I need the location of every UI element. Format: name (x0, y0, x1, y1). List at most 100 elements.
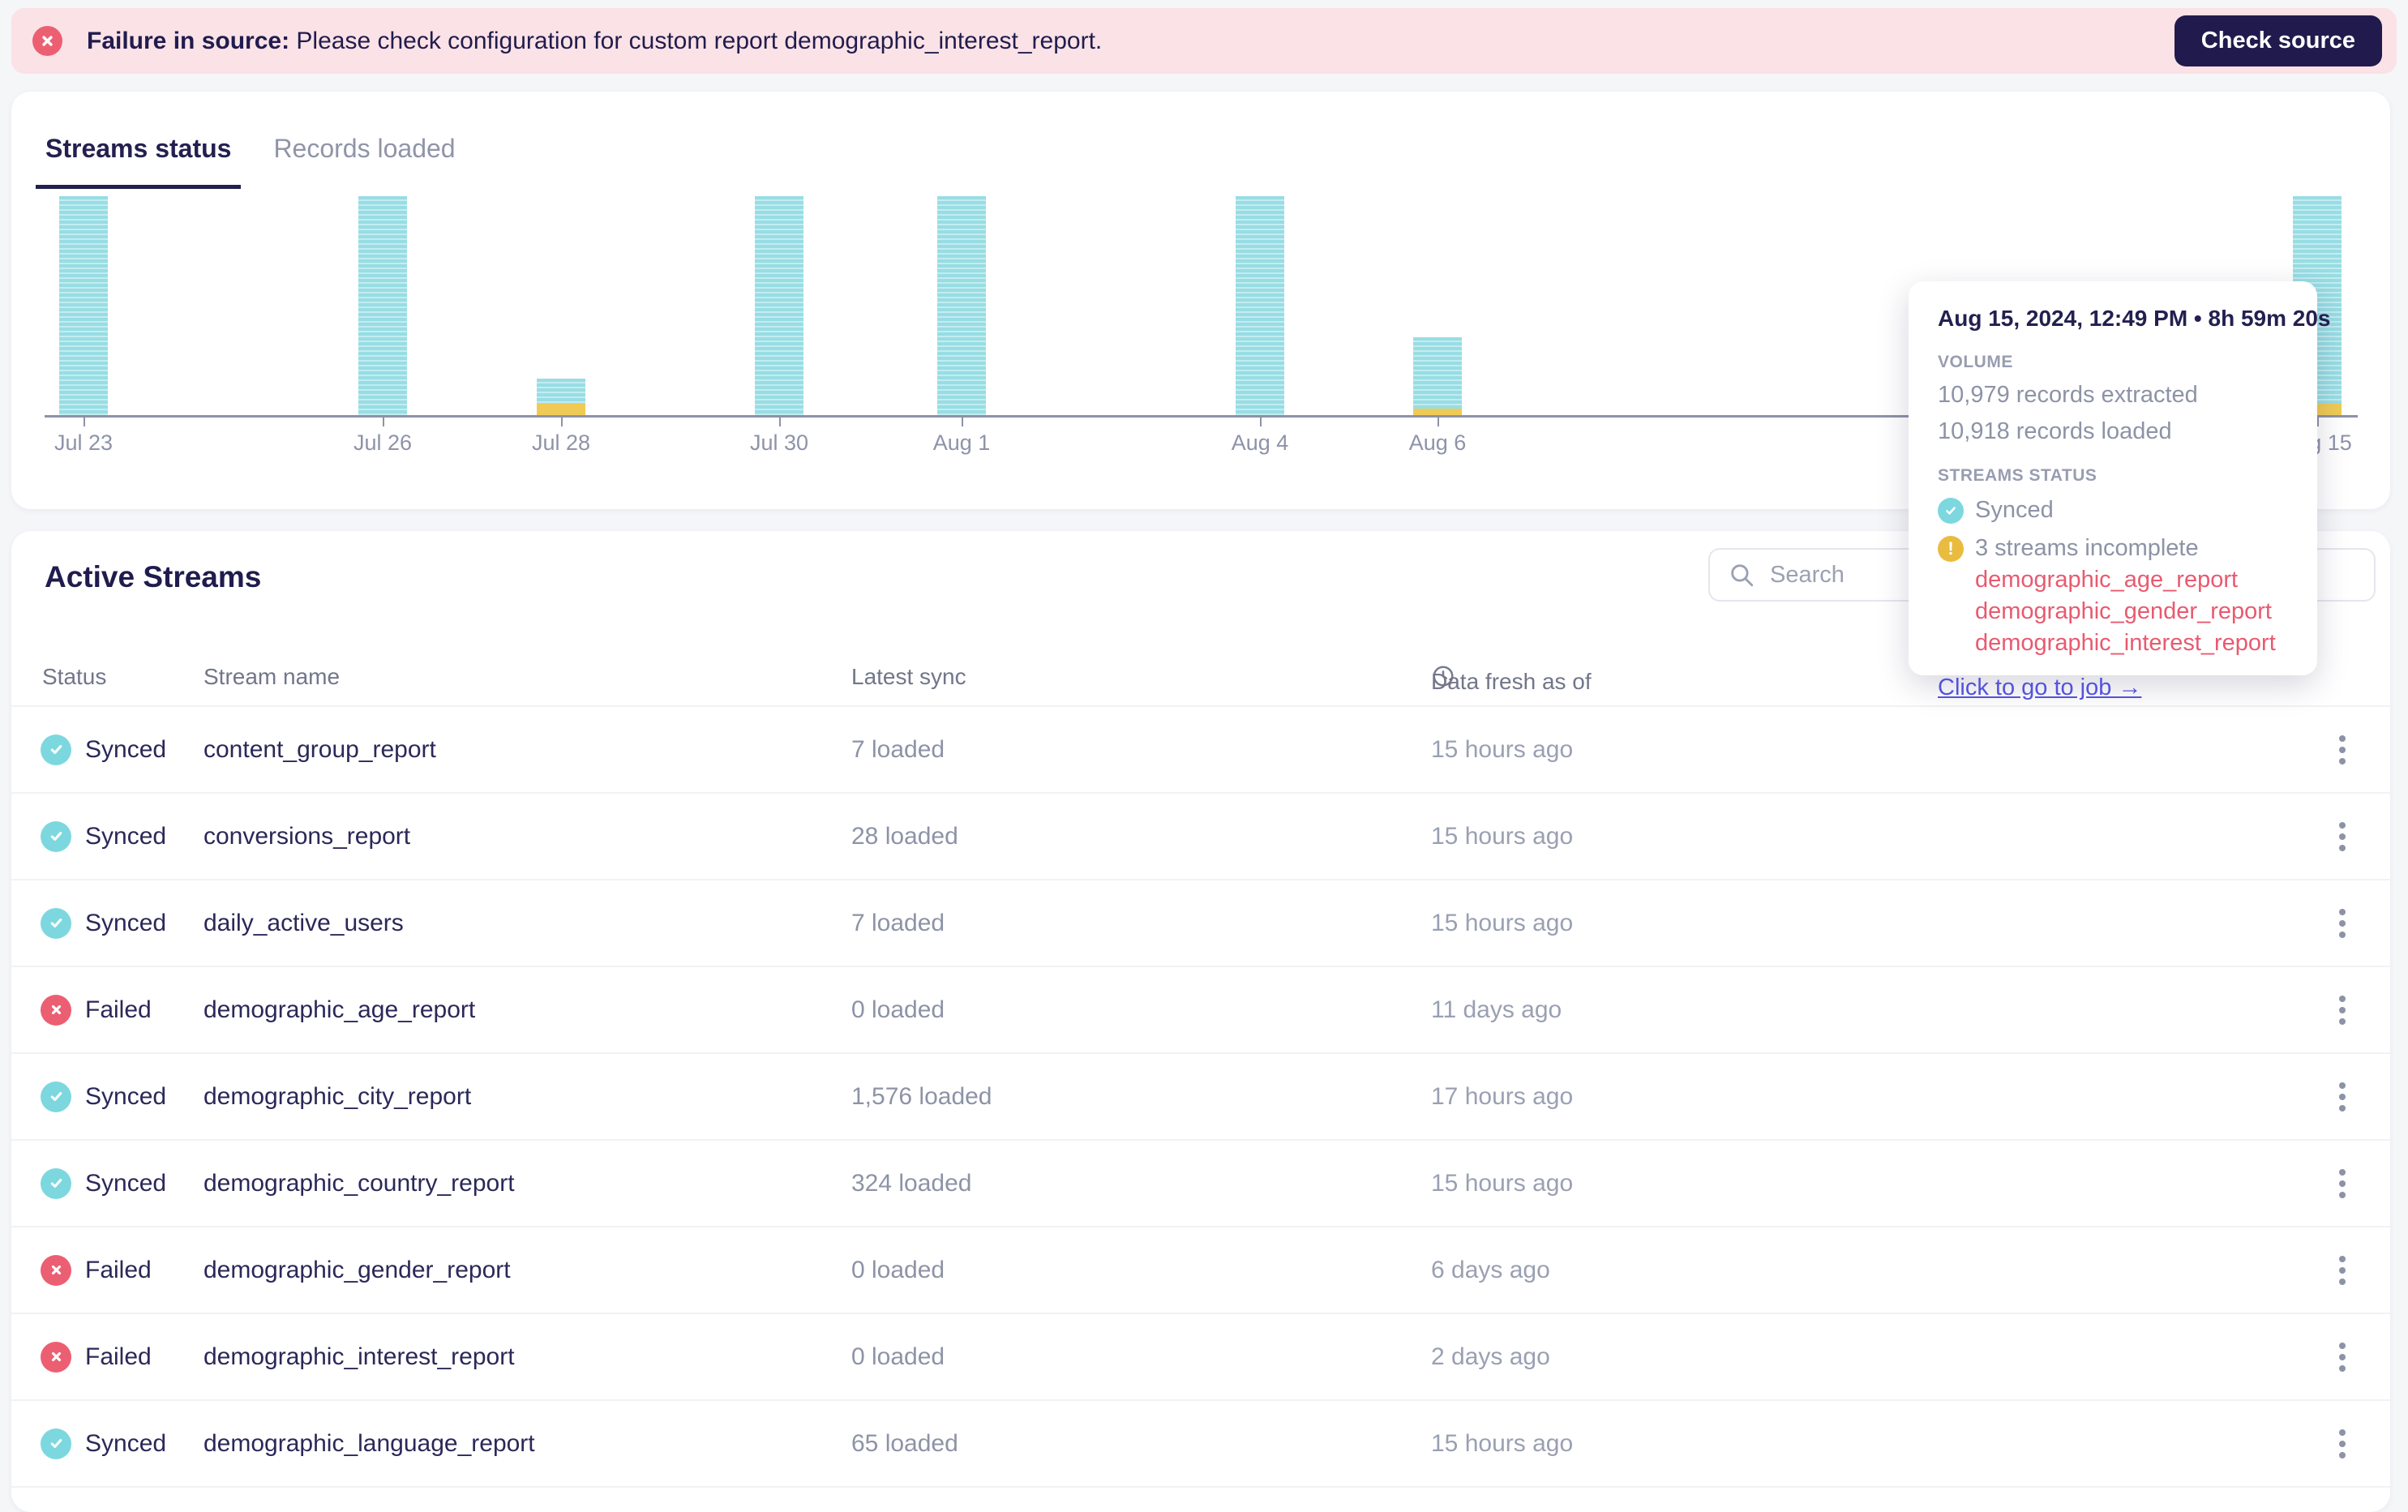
stream-name: demographic_age_report (204, 996, 476, 1023)
bar-segment-incomplete (1413, 409, 1462, 415)
chart-bar-jul-30[interactable] (755, 196, 803, 415)
tab-streams-status[interactable]: Streams status (36, 134, 242, 189)
synced-check-icon (41, 820, 71, 852)
table-row-content_group_report[interactable]: Synced content_group_report 7 loaded 15 hou… (11, 707, 2390, 794)
latest-sync: 1,576 loaded (851, 1082, 992, 1110)
status-label: Synced (85, 1169, 167, 1197)
table-row-daily_active_users[interactable]: Synced daily_active_users 7 loaded 15 hours… (11, 880, 2390, 967)
synced-check-icon (41, 734, 71, 765)
axis-tick (1260, 418, 1262, 426)
bar-segment-synced (537, 379, 585, 404)
status-label: Synced (85, 822, 167, 850)
synced-check-icon (41, 1081, 71, 1112)
chart-bar-aug-6[interactable] (1413, 337, 1462, 415)
tooltip-incomplete-links: demographic_age_report demographic_gender… (1938, 567, 2303, 657)
latest-sync: 0 loaded (851, 996, 945, 1023)
go-to-job-link[interactable]: Click to go to job → (1938, 675, 2142, 700)
synced-check-icon (41, 907, 71, 939)
data-fresh-as-of: 6 days ago (1431, 1256, 1550, 1283)
bar-segment-synced (1413, 337, 1462, 409)
axis-tick (2317, 418, 2319, 426)
incomplete-stream-link[interactable]: demographic_age_report (1975, 567, 2239, 593)
status-label: Synced (85, 909, 167, 936)
error-banner: Failure in source: Please check configur… (11, 8, 2397, 74)
chart-bar-jul-28[interactable] (537, 379, 585, 415)
chart-x-axis (45, 415, 2358, 418)
synced-check-icon (41, 1428, 71, 1459)
chart-bar-jul-26[interactable] (358, 196, 407, 415)
table-row-demographic_age_report[interactable]: Failed demographic_age_report 0 loaded 11 d… (11, 967, 2390, 1054)
chart-tabs: Streams status Records loaded (36, 134, 465, 189)
table-row-demographic_language_report[interactable]: Synced demographic_language_report 65 load… (11, 1401, 2390, 1488)
latest-sync: 65 loaded (851, 1429, 958, 1457)
bar-segment-synced (1236, 196, 1284, 415)
row-menu-kebab-icon[interactable] (2327, 904, 2358, 943)
latest-sync: 7 loaded (851, 735, 945, 763)
chart-bar-jul-23[interactable] (59, 196, 108, 415)
stream-name: demographic_city_report (204, 1082, 472, 1110)
tooltip-incomplete-row: ! 3 streams incomplete (1938, 535, 2303, 562)
data-fresh-as-of: 15 hours ago (1431, 735, 1574, 763)
failed-x-icon (41, 994, 71, 1026)
row-menu-kebab-icon[interactable] (2327, 817, 2358, 856)
incomplete-stream-link[interactable]: demographic_gender_report (1975, 598, 2272, 624)
tooltip-volume-label: VOLUME (1938, 353, 2013, 371)
stream-name: demographic_country_report (204, 1169, 515, 1197)
row-menu-kebab-icon[interactable] (2327, 1424, 2358, 1463)
axis-tick-label: Aug 4 (1231, 430, 1289, 455)
latest-sync: 28 loaded (851, 822, 958, 850)
data-fresh-as-of: 2 days ago (1431, 1343, 1550, 1370)
clock-icon (1433, 666, 1454, 687)
row-menu-kebab-icon[interactable] (2327, 991, 2358, 1030)
table-row-demographic_city_report[interactable]: Synced demographic_city_report 1,576 loade… (11, 1054, 2390, 1141)
row-menu-kebab-icon[interactable] (2327, 1251, 2358, 1290)
tooltip-records-loaded: 10,918 records loaded (1938, 418, 2172, 444)
failed-x-icon (41, 1341, 71, 1373)
data-fresh-as-of: 11 days ago (1431, 996, 1562, 1023)
check-source-button[interactable]: Check source (2174, 15, 2382, 66)
axis-tick (383, 418, 384, 426)
row-menu-kebab-icon[interactable] (2327, 1164, 2358, 1203)
bar-segment-incomplete (537, 404, 585, 415)
column-header-latest-sync: Latest sync (851, 664, 966, 689)
status-label: Synced (85, 735, 167, 763)
table-row-demographic_gender_report[interactable]: Failed demographic_gender_report 0 loaded 6… (11, 1227, 2390, 1314)
warning-icon: ! (1938, 535, 1964, 562)
search-icon (1731, 564, 1754, 587)
table-row-conversions_report[interactable]: Synced conversions_report 28 loaded 15 hour… (11, 794, 2390, 880)
bar-segment-synced (755, 196, 803, 415)
axis-tick-label: Jul 26 (353, 430, 413, 455)
stream-name: conversions_report (204, 822, 411, 850)
chart-bar-aug-4[interactable] (1236, 196, 1284, 415)
table-header: Status Stream name Latest sync Data fres… (11, 659, 2390, 707)
table-row-demographic_interest_report[interactable]: Failed demographic_interest_report 0 loade… (11, 1314, 2390, 1401)
incomplete-stream-link[interactable]: demographic_interest_report (1975, 630, 2276, 656)
table-row-demographic_country_report[interactable]: Synced demographic_country_report 324 load… (11, 1141, 2390, 1227)
tooltip-synced-row: Synced (1938, 497, 2303, 524)
data-fresh-as-of: 15 hours ago (1431, 822, 1574, 850)
active-streams-title: Active Streams (45, 560, 262, 593)
streams-table: Synced content_group_report 7 loaded 15 hou… (11, 707, 2390, 1488)
row-menu-kebab-icon[interactable] (2327, 1077, 2358, 1116)
axis-tick (779, 418, 781, 426)
latest-sync: 7 loaded (851, 909, 945, 936)
row-menu-kebab-icon[interactable] (2327, 1338, 2358, 1377)
stream-name: demographic_interest_report (204, 1343, 515, 1370)
active-streams-card: Active Streams Status Stream name Latest… (11, 531, 2390, 1512)
data-fresh-as-of: 15 hours ago (1431, 909, 1574, 936)
axis-tick-label: Jul 23 (54, 430, 114, 455)
latest-sync: 324 loaded (851, 1169, 972, 1197)
row-menu-kebab-icon[interactable] (2327, 730, 2358, 769)
axis-tick (962, 418, 963, 426)
status-label: Synced (85, 1082, 167, 1110)
column-header-status: Status (42, 664, 107, 689)
column-header-data-fresh: Data fresh as of (1431, 664, 1592, 694)
stream-name: content_group_report (204, 735, 436, 763)
chart-bar-aug-1[interactable] (937, 196, 986, 415)
latest-sync: 0 loaded (851, 1256, 945, 1283)
status-cell: Failed (41, 1341, 152, 1373)
bar-segment-synced (358, 196, 407, 415)
tab-records-loaded[interactable]: Records loaded (273, 134, 456, 163)
axis-tick (84, 418, 85, 426)
bar-segment-synced (937, 196, 986, 415)
